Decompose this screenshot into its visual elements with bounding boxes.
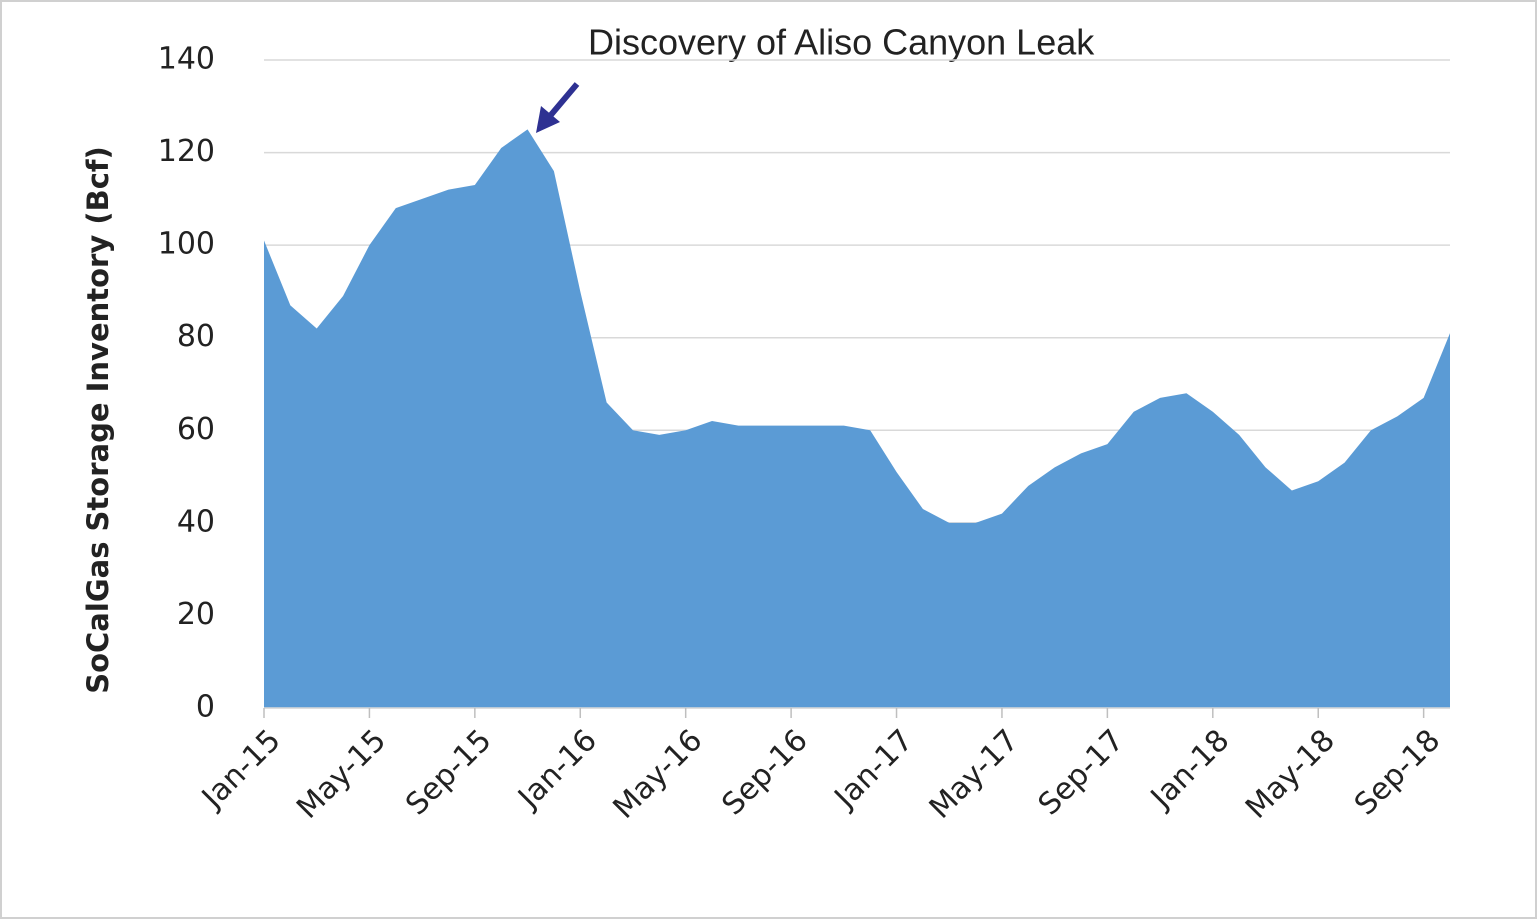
y-tick-label: 140 bbox=[158, 42, 215, 77]
y-tick-label: 60 bbox=[177, 412, 215, 447]
y-tick-label: 120 bbox=[158, 134, 215, 169]
y-tick-label: 0 bbox=[196, 690, 215, 725]
y-tick-label: 20 bbox=[177, 597, 215, 632]
y-tick-label: 100 bbox=[158, 227, 215, 262]
y-tick-label: 40 bbox=[177, 504, 215, 539]
y-axis-title: SoCalGas Storage Inventory (Bcf) bbox=[81, 146, 115, 694]
annotation-arrow bbox=[547, 82, 580, 118]
y-tick-label: 80 bbox=[177, 319, 215, 354]
area bbox=[264, 129, 1450, 708]
annotation: Discovery of Aliso Canyon Leak bbox=[588, 22, 1095, 63]
annotation-arrowhead bbox=[536, 106, 560, 133]
